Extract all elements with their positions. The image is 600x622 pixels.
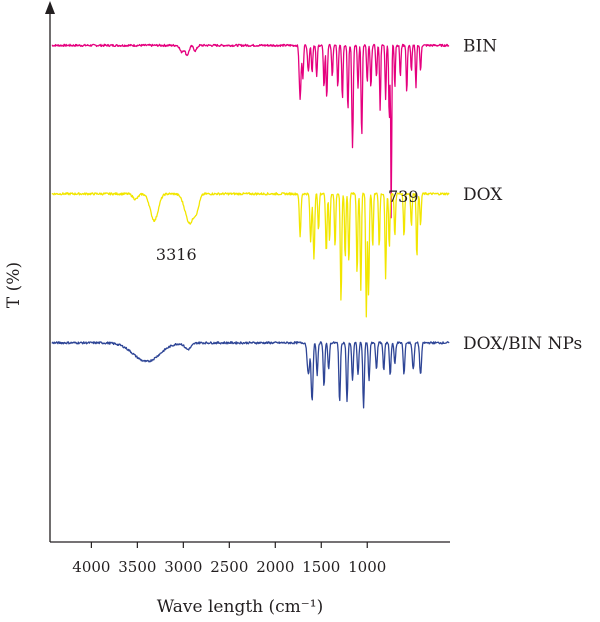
x-tick-label: 1000 (348, 558, 386, 576)
annotations: 3316 739 (156, 187, 419, 264)
annotation-label: 739 (388, 187, 419, 206)
spectra (51, 43, 450, 409)
x-tick-label: 4000 (72, 558, 110, 576)
x-tick-label: 1500 (302, 558, 340, 576)
x-tick-label: 3500 (118, 558, 156, 576)
series-line-bin (51, 43, 450, 219)
series-label: BIN (463, 36, 497, 56)
y-axis-arrow (45, 1, 55, 14)
x-tick-label: 2000 (256, 558, 294, 576)
series-label: DOX (463, 185, 503, 205)
series-label: DOX/BIN NPs (463, 334, 582, 354)
y-axis-title: T (%) (4, 262, 24, 308)
x-axis-title: Wave length (cm⁻¹) (157, 597, 323, 617)
x-ticks: 4000 3500 3000 2500 2000 1500 1000 (72, 542, 386, 576)
series-line-dox-bin-nps (51, 341, 450, 409)
annotation-label: 3316 (156, 245, 197, 264)
series-labels: BIN DOX DOX/BIN NPs (463, 36, 582, 353)
plot-area: 4000 3500 3000 2500 2000 1500 1000 BIN DOX DOX/B… (4, 1, 582, 617)
series-line-dox (51, 192, 450, 318)
x-tick-label: 3000 (164, 558, 202, 576)
x-tick-label: 2500 (210, 558, 248, 576)
